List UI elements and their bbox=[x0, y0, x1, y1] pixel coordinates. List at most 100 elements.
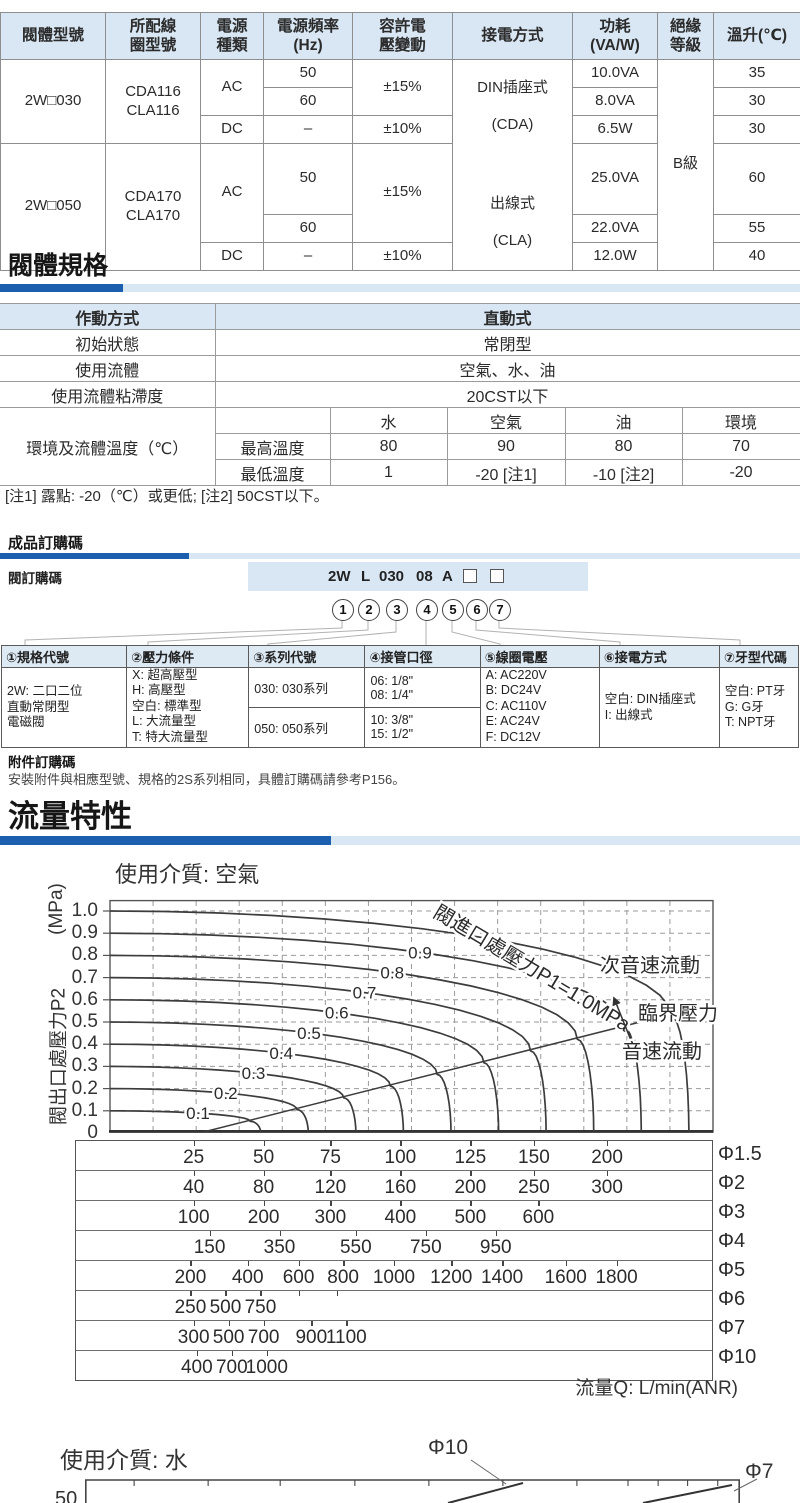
scale-value: 300 bbox=[591, 1177, 623, 1198]
spec-label: 環境及流體溫度（℃） bbox=[0, 407, 216, 486]
air-plot: 0.10.20.30.40.50.60.70.80.9閥進口處壓力P1=1.0M… bbox=[103, 898, 721, 1133]
ordering-legend-table: ①規格代號 ②壓力條件 ③系列代號 ④接管口徑 ⑤線圈電壓 ⑥接電方式 ⑦牙型代… bbox=[0, 645, 800, 748]
accessory-text: 安裝附件與相應型號、規格的2S系列相同，具體訂購碼請參考P156。 bbox=[8, 772, 406, 787]
scale-value: 750 bbox=[409, 1237, 442, 1258]
scale-value: 400 bbox=[231, 1267, 264, 1288]
ordering-code-band: 2W L 030 08 A bbox=[248, 562, 588, 591]
y-tick-label: 0.5 bbox=[71, 1011, 98, 1032]
scale-value: 100 bbox=[177, 1207, 210, 1228]
power-type: AC bbox=[200, 59, 264, 116]
col-header-temp-rise: 溫升(℃) bbox=[713, 12, 800, 60]
water-plot bbox=[85, 1459, 758, 1503]
table-row: 初始狀態 常閉型 bbox=[0, 329, 800, 356]
scale-value: 1000 bbox=[372, 1267, 416, 1288]
spec-label: 使用流體 bbox=[0, 355, 216, 382]
temp-value: 1 bbox=[330, 459, 448, 486]
code-digit-2: 2 bbox=[358, 599, 380, 621]
code-part-port: 08 bbox=[416, 568, 433, 585]
legend-port-options: 06: 1/8" 08: 1/4" 10: 3/8" 15: 1/2" bbox=[364, 667, 481, 748]
temp-value: 80 bbox=[330, 433, 448, 460]
scale-value: 600 bbox=[282, 1267, 315, 1288]
coil-model: CDA170 CLA170 bbox=[105, 143, 201, 271]
table-row: 最高溫度 80 90 80 70 bbox=[0, 433, 800, 460]
legend-body-row: 2W: 二口二位 直動常閉型 電磁閥 X: 超高壓型 H: 高壓型 空白: 標準型 L: … bbox=[0, 667, 800, 748]
y-tick-label: 1.0 bbox=[71, 900, 98, 921]
frequency: – bbox=[263, 241, 353, 271]
medium-header: 空氣 bbox=[447, 407, 566, 434]
col-header-power-type: 電源 種類 bbox=[200, 12, 264, 60]
scale-tick bbox=[470, 1201, 472, 1206]
scale-tick bbox=[355, 1231, 358, 1236]
code-row-label: 閥訂購碼 bbox=[8, 571, 62, 586]
temp-value: -20 [注1] bbox=[447, 459, 566, 486]
table-row: 60 8.0VA 30 bbox=[1, 87, 800, 116]
power-table-header-row: 閥體型號 所配線 圈型號 電源 種類 電源頻率 (Hz) 容許電 壓變動 接電方… bbox=[0, 12, 800, 60]
code-part-pressure: L bbox=[361, 568, 371, 585]
scale-value: 125 bbox=[454, 1147, 487, 1168]
scale-tick bbox=[263, 1321, 265, 1326]
y-tick-label: 0.1 bbox=[71, 1099, 98, 1121]
power-type: AC bbox=[200, 143, 264, 243]
scale-tick bbox=[502, 1261, 504, 1266]
legend-voltage-options: A: AC220V B: DC24V C: AC110V E: AC24V F: DC1… bbox=[479, 667, 600, 748]
scale-tick bbox=[470, 1141, 472, 1146]
power-consumption: 12.0W bbox=[572, 241, 658, 271]
svg-text:0.4: 0.4 bbox=[269, 1044, 293, 1063]
connection-din-code: (CDA) bbox=[491, 116, 534, 134]
ordering-heading: 成品訂購碼 bbox=[8, 535, 84, 552]
code-blank-box bbox=[490, 569, 504, 583]
spec-label: 初始狀態 bbox=[0, 329, 216, 356]
scale-value: 300 bbox=[314, 1207, 347, 1228]
power-type: DC bbox=[200, 241, 264, 271]
svg-text:0.9: 0.9 bbox=[408, 943, 432, 962]
temp-rise: 60 bbox=[713, 143, 800, 215]
heading-bar bbox=[0, 553, 800, 559]
scale-value: 200 bbox=[454, 1177, 487, 1198]
temp-rise: 55 bbox=[713, 213, 800, 243]
spec-label: 使用流體粘滯度 bbox=[0, 381, 216, 408]
diameter-label: Φ4 bbox=[718, 1230, 746, 1252]
table-row: 2W□050 CDA170 CLA170 AC 50 ±15% 25.0VA 6… bbox=[0, 143, 800, 271]
scale-tick bbox=[225, 1291, 227, 1296]
scale-value: 600 bbox=[522, 1207, 555, 1228]
temp-value: -10 [注2] bbox=[565, 459, 683, 486]
scale-tick bbox=[533, 1171, 536, 1176]
svg-text:0.5: 0.5 bbox=[297, 1024, 321, 1043]
table-row: DC – ±10% 12.0W 40 bbox=[1, 241, 800, 271]
scale-tick bbox=[193, 1141, 196, 1146]
power-consumption: 8.0VA bbox=[572, 87, 658, 116]
connection-lead: 出線式 bbox=[489, 194, 535, 212]
valve-spec-heading: 閥體規格 bbox=[8, 252, 109, 280]
scale-tick bbox=[231, 1351, 234, 1356]
diameter-label: Φ5 bbox=[718, 1259, 746, 1281]
legend-header-port: ④接管口徑 bbox=[364, 645, 481, 668]
scale-tick bbox=[394, 1261, 396, 1266]
diameter-label: Φ3 bbox=[718, 1201, 746, 1223]
flow-scale-row: 100 200 300 400 500 600 bbox=[76, 1200, 712, 1230]
valve-model: 2W□050 bbox=[0, 143, 106, 271]
scale-value: 400 bbox=[384, 1207, 417, 1228]
water-chart-title: 使用介質: 水 bbox=[60, 1447, 188, 1473]
scale-value: 1600 bbox=[544, 1267, 587, 1288]
scale-value: 500 bbox=[209, 1297, 242, 1318]
code-digit-4: 4 bbox=[416, 599, 438, 621]
table-row: DC – ±10% 6.5W 30 bbox=[1, 115, 800, 144]
scale-tick bbox=[279, 1231, 281, 1236]
insulation-class: B級 bbox=[657, 59, 714, 271]
scale-tick bbox=[400, 1141, 402, 1146]
table-row: 最低溫度 1 -20 [注1] -10 [注2] -20 bbox=[0, 459, 800, 486]
scale-value: 200 bbox=[591, 1147, 623, 1168]
scale-value: 400 bbox=[180, 1357, 213, 1378]
col-header-frequency: 電源頻率 (Hz) bbox=[263, 12, 353, 60]
y-tick-label: 0.7 bbox=[71, 966, 98, 988]
table-row: 2W□030 CDA116 CLA116 AC 50 ±15% DIN插座式 (… bbox=[0, 59, 800, 271]
scale-tick bbox=[298, 1261, 300, 1266]
legend-series-options: 030: 030系列 050: 050系列 bbox=[248, 667, 366, 748]
scale-tick bbox=[400, 1171, 402, 1176]
table-row: 使用流體粘滯度 20CST以下 bbox=[0, 381, 800, 408]
temp-value: 70 bbox=[682, 433, 800, 460]
scale-value: 1000 bbox=[245, 1357, 288, 1378]
svg-text:0.2: 0.2 bbox=[214, 1084, 238, 1103]
frequency: 50 bbox=[263, 143, 353, 215]
